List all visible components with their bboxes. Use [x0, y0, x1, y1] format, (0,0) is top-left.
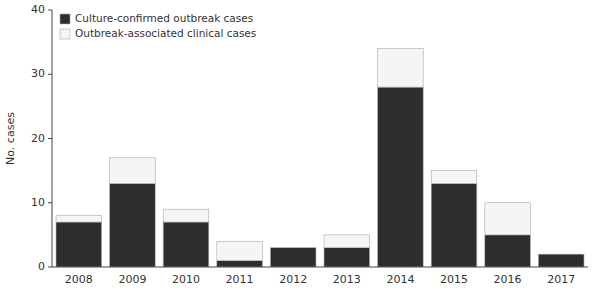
legend-label: Culture-confirmed outbreak cases: [75, 12, 253, 24]
y-tick: [48, 74, 52, 75]
chart-container: 0 10 20 30 40 2008 2009 2010 2011 2012 2013 2014 201…: [0, 0, 600, 293]
y-tick-label: 10: [31, 196, 45, 209]
bar: [485, 235, 531, 267]
bar: [270, 247, 316, 248]
x-tick-label: 2012: [279, 273, 307, 286]
bars: [56, 49, 584, 267]
x-tick-label: 2015: [440, 273, 468, 286]
y-tick-label: 40: [31, 3, 45, 16]
y-tick-label: 30: [31, 67, 45, 80]
bar: [56, 222, 102, 267]
bar: [485, 203, 531, 235]
x-tick-label: 2010: [172, 273, 200, 286]
bar: [378, 49, 424, 88]
bar: [538, 254, 584, 267]
y-tick: [48, 138, 52, 139]
x-tick-label: 2008: [65, 273, 93, 286]
bar: [431, 183, 477, 267]
y-tick-label: 0: [38, 260, 45, 273]
bar: [163, 222, 209, 267]
x-axis-line: [52, 267, 588, 268]
legend-item: Outbreak-associated clinical cases: [60, 27, 256, 39]
bar: [378, 87, 424, 267]
bar: [163, 209, 209, 222]
bar: [538, 254, 584, 255]
y-axis-label: No. cases: [4, 112, 17, 165]
bar: [110, 158, 156, 184]
legend-item: Culture-confirmed outbreak cases: [60, 12, 253, 24]
bar: [270, 248, 316, 267]
bar: [431, 171, 477, 184]
x-tick-label: 2009: [118, 273, 146, 286]
bar: [217, 261, 263, 267]
bar: [217, 241, 263, 260]
y-tick: [48, 10, 52, 11]
x-tick-label: 2017: [547, 273, 575, 286]
y-tick: [48, 267, 52, 268]
legend-label: Outbreak-associated clinical cases: [75, 27, 256, 39]
x-tick-label: 2014: [386, 273, 414, 286]
bar: [324, 235, 370, 248]
x-tick-label: 2011: [226, 273, 254, 286]
y-tick-label: 20: [31, 132, 45, 145]
x-tick-label: 2013: [333, 273, 361, 286]
bar: [56, 216, 102, 222]
legend-swatch: [60, 29, 70, 39]
legend-swatch: [60, 14, 70, 24]
bar: [110, 183, 156, 267]
x-tick-label: 2016: [494, 273, 522, 286]
legend: Culture-confirmed outbreak cases Outbreak…: [60, 12, 256, 39]
chart: 0 10 20 30 40 2008 2009 2010 2011 2012 2013 2014 201…: [0, 0, 600, 293]
y-tick: [48, 202, 52, 203]
bar: [324, 248, 370, 267]
